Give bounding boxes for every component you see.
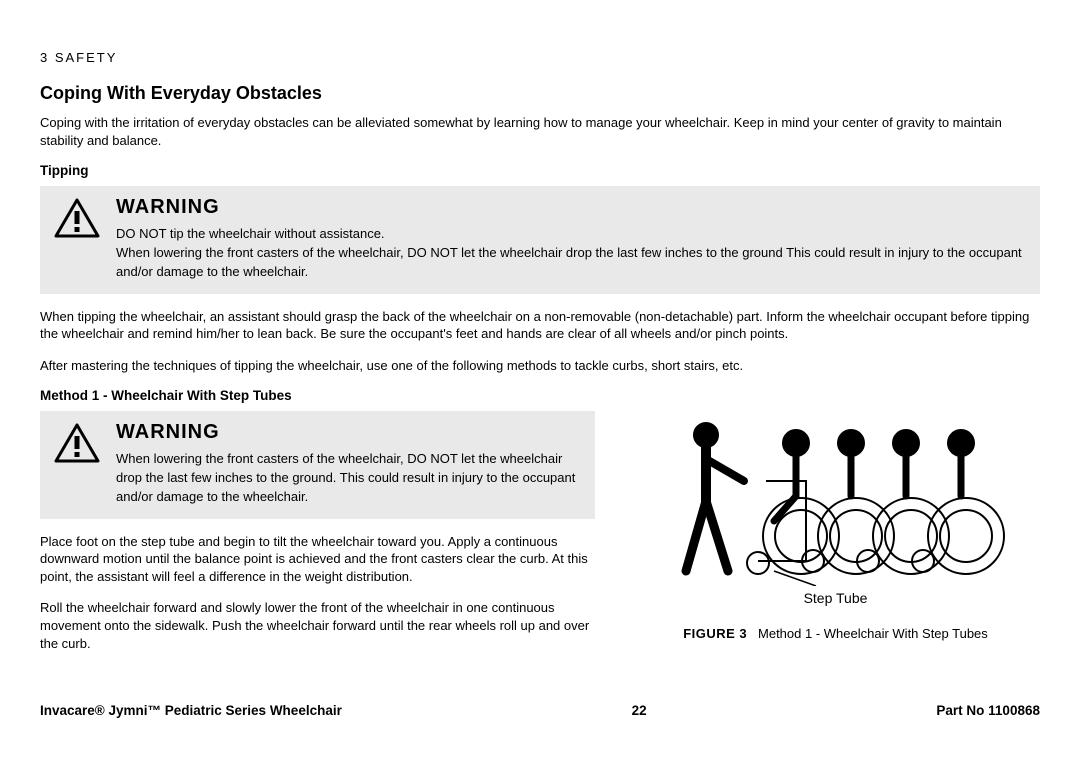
warning-title: WARNING — [116, 196, 1026, 219]
page-heading: Coping With Everyday Obstacles — [40, 83, 1040, 104]
warning-icon — [54, 198, 100, 243]
tipping-paragraph-1: When tipping the wheelchair, an assistan… — [40, 308, 1040, 343]
footer-right: Part No 1100868 — [936, 703, 1040, 718]
figure-caption-text: Method 1 - Wheelchair With Step Tubes — [758, 626, 988, 641]
warning-content: WARNING When lowering the front casters … — [116, 421, 581, 507]
tipping-paragraph-2: After mastering the techniques of tippin… — [40, 357, 1040, 375]
footer-left: Invacare® Jymni™ Pediatric Series Wheelc… — [40, 703, 342, 718]
method-heading: Method 1 - Wheelchair With Step Tubes — [40, 388, 1040, 403]
warning-text: When lowering the front casters of the w… — [116, 450, 581, 507]
figure-number: FIGURE 3 — [683, 626, 747, 641]
warning-content: WARNING DO NOT tip the wheelchair withou… — [116, 196, 1026, 282]
section-number: 3 SAFETY — [40, 50, 1040, 65]
warning-icon — [54, 423, 100, 468]
page-number: 22 — [632, 703, 647, 718]
wheelchair-illustration — [666, 411, 1006, 586]
figure-caption: FIGURE 3 Method 1 - Wheelchair With Step… — [631, 626, 1040, 641]
two-column-layout: WARNING When lowering the front casters … — [40, 411, 1040, 666]
left-column: WARNING When lowering the front casters … — [40, 411, 595, 666]
intro-text: Coping with the irritation of everyday o… — [40, 114, 1040, 149]
page-footer: Invacare® Jymni™ Pediatric Series Wheelc… — [40, 703, 1040, 718]
warning-box-1: WARNING DO NOT tip the wheelchair withou… — [40, 186, 1040, 294]
method-paragraph-2: Roll the wheelchair forward and slowly l… — [40, 599, 595, 652]
step-tube-label: Step Tube — [631, 590, 1040, 606]
warning-title: WARNING — [116, 421, 581, 444]
figure-wrap: Step Tube FIGURE 3 Method 1 - Wheelchair… — [631, 411, 1040, 641]
method-paragraph-1: Place foot on the step tube and begin to… — [40, 533, 595, 586]
right-column: Step Tube FIGURE 3 Method 1 - Wheelchair… — [631, 411, 1040, 666]
warning-box-2: WARNING When lowering the front casters … — [40, 411, 595, 519]
warning-text: DO NOT tip the wheelchair without assist… — [116, 225, 1026, 282]
subheading-tipping: Tipping — [40, 163, 1040, 178]
